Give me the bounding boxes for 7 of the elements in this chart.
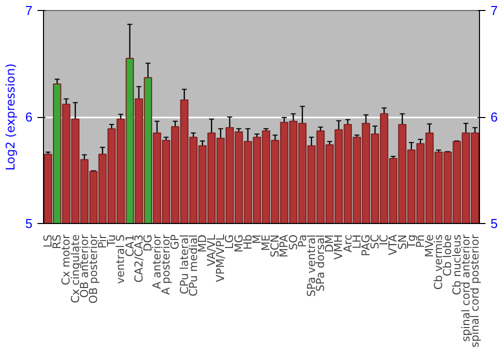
y2-tick-label: 6 [490, 110, 498, 124]
y-tick-label: 6 [25, 110, 33, 124]
y-tick-label: 5 [25, 216, 33, 231]
y2-tick-label: 5 [490, 216, 498, 231]
y-axis-title: Log2 (expression) [3, 64, 18, 170]
y-tick-label: 7 [25, 3, 33, 18]
y2-tick-label: 7 [490, 3, 498, 18]
